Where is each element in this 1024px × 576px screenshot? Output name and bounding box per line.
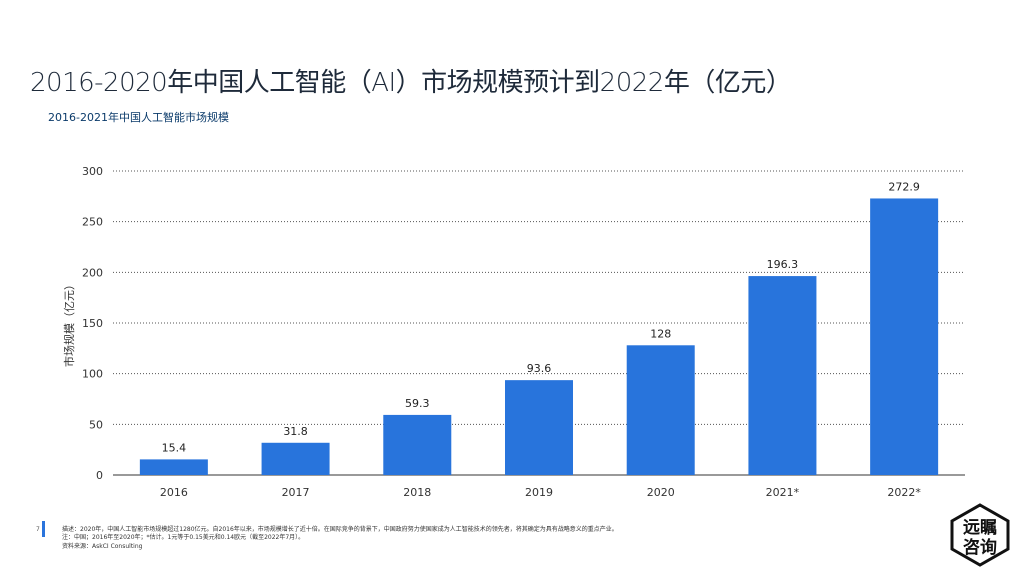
bar	[383, 414, 452, 475]
bar	[748, 276, 817, 475]
x-tick-label: 2021*	[766, 486, 800, 499]
data-label: 93.6	[527, 362, 552, 375]
y-tick-label: 200	[82, 266, 103, 279]
y-axis-label: 市场规模（亿元）	[62, 279, 76, 367]
y-tick-label: 50	[89, 418, 103, 431]
footer-accent-bar	[42, 521, 45, 537]
footer-note: 注：中国；2016年至2020年；*估计。1元等于0.15美元和0.14欧元（截…	[62, 534, 305, 541]
chart-subtitle: 2016-2021年中国人工智能市场规模	[48, 111, 229, 124]
x-tick-label: 2017	[282, 486, 310, 499]
x-tick-label: 2018	[403, 486, 431, 499]
bar	[626, 345, 695, 475]
svg-text:咨询: 咨询	[963, 537, 997, 558]
page-number: 7	[36, 526, 40, 533]
y-tick-label: 300	[82, 165, 103, 178]
y-tick-label: 150	[82, 317, 103, 330]
logo: 远瞩 咨询	[950, 503, 1010, 567]
bar	[505, 380, 573, 475]
y-tick-label: 100	[82, 368, 103, 381]
data-label: 272.9	[888, 180, 920, 193]
bar	[139, 459, 208, 475]
data-label: 15.4	[162, 441, 187, 454]
x-tick-label: 2020	[647, 486, 675, 499]
bar	[261, 442, 330, 475]
x-tick-label: 2019	[525, 486, 553, 499]
data-label: 196.3	[767, 258, 799, 271]
bar	[870, 198, 939, 475]
svg-text:远瞩: 远瞩	[963, 518, 997, 538]
chart-title: 2016-2020年中国人工智能（AI）市场规模预计到2022年（亿元）	[30, 68, 792, 98]
footer-description: 描述：2020年，中国人工智能市场规模超过1280亿元。自2016年以来，市场规…	[62, 526, 618, 533]
data-label: 59.3	[405, 397, 430, 410]
footer-source: 资料来源：AskCI Consulting	[62, 543, 143, 550]
y-tick-label: 0	[96, 469, 103, 482]
x-tick-label: 2022*	[887, 486, 921, 499]
data-label: 128	[650, 327, 671, 340]
x-tick-label: 2016	[160, 486, 188, 499]
y-tick-label: 250	[82, 216, 103, 229]
data-label: 31.8	[283, 425, 308, 438]
bar-chart: 0 50 100 150 200 250 300 市场规模（亿元） 15.4 2016 31.8 20…	[62, 165, 965, 499]
